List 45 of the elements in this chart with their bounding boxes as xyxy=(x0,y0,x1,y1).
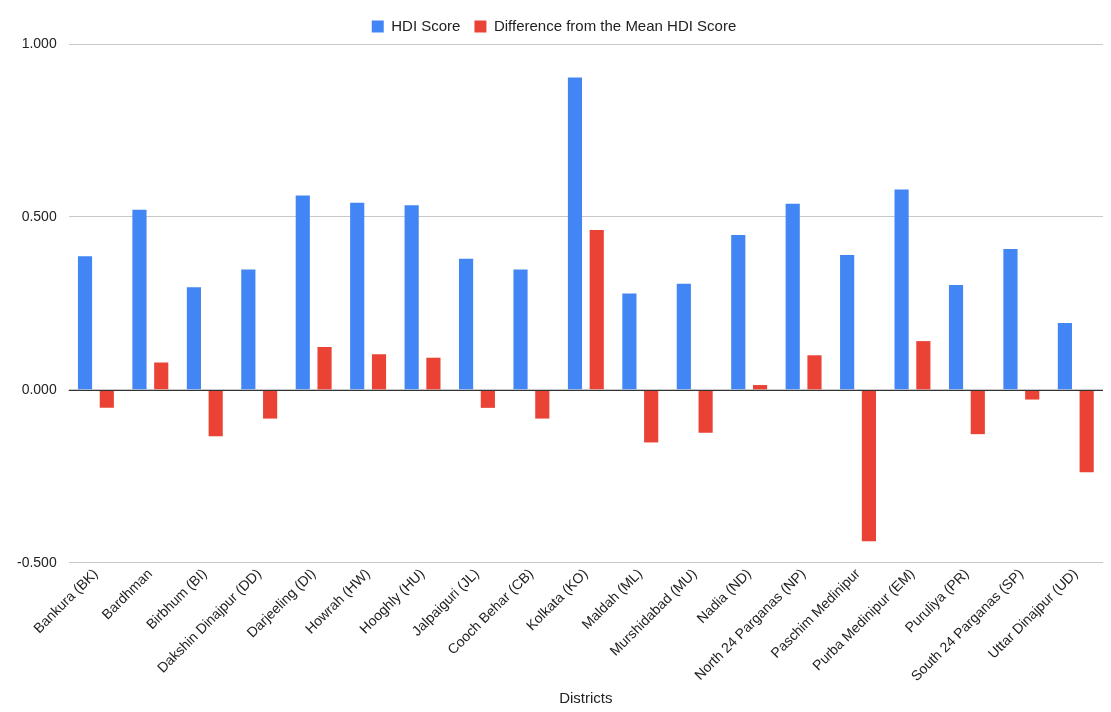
bar xyxy=(807,355,822,390)
bar xyxy=(676,283,691,390)
bar xyxy=(1057,323,1072,390)
bar xyxy=(77,256,93,390)
bar xyxy=(263,390,278,419)
bar xyxy=(1025,390,1040,400)
bar xyxy=(371,354,387,390)
bar xyxy=(644,390,659,443)
bar xyxy=(317,346,332,390)
bar xyxy=(785,203,800,390)
bar xyxy=(404,205,419,390)
legend-label: Difference from the Mean HDI Score xyxy=(493,16,737,34)
y-tick-label: 1.000 xyxy=(21,34,57,51)
bar xyxy=(861,390,876,542)
y-tick-label: 0.000 xyxy=(21,380,57,397)
bar xyxy=(208,390,223,437)
y-tick-label: 0.500 xyxy=(21,207,57,224)
bar xyxy=(1079,390,1094,473)
x-axis-title: Districts xyxy=(559,689,613,707)
bar xyxy=(916,341,931,390)
bar xyxy=(426,357,441,390)
bar xyxy=(535,390,550,419)
bar xyxy=(894,189,909,390)
bar xyxy=(154,362,169,390)
bar xyxy=(99,390,114,408)
bar xyxy=(459,258,474,390)
legend-label: HDI Score xyxy=(391,16,461,34)
bar xyxy=(840,254,855,390)
bar xyxy=(948,285,964,390)
bar xyxy=(132,209,147,390)
bar xyxy=(480,390,495,408)
bar xyxy=(186,287,201,390)
bar xyxy=(241,269,256,390)
bar xyxy=(970,390,985,435)
bar xyxy=(350,202,365,390)
bar xyxy=(513,269,528,390)
bar xyxy=(731,234,746,390)
bar xyxy=(698,390,713,433)
bar xyxy=(622,293,637,390)
bar xyxy=(567,77,583,390)
bar xyxy=(1003,249,1018,390)
bar xyxy=(589,230,604,390)
y-tick-label: -0.500 xyxy=(16,553,57,570)
bar xyxy=(295,195,310,390)
bar xyxy=(752,385,768,390)
